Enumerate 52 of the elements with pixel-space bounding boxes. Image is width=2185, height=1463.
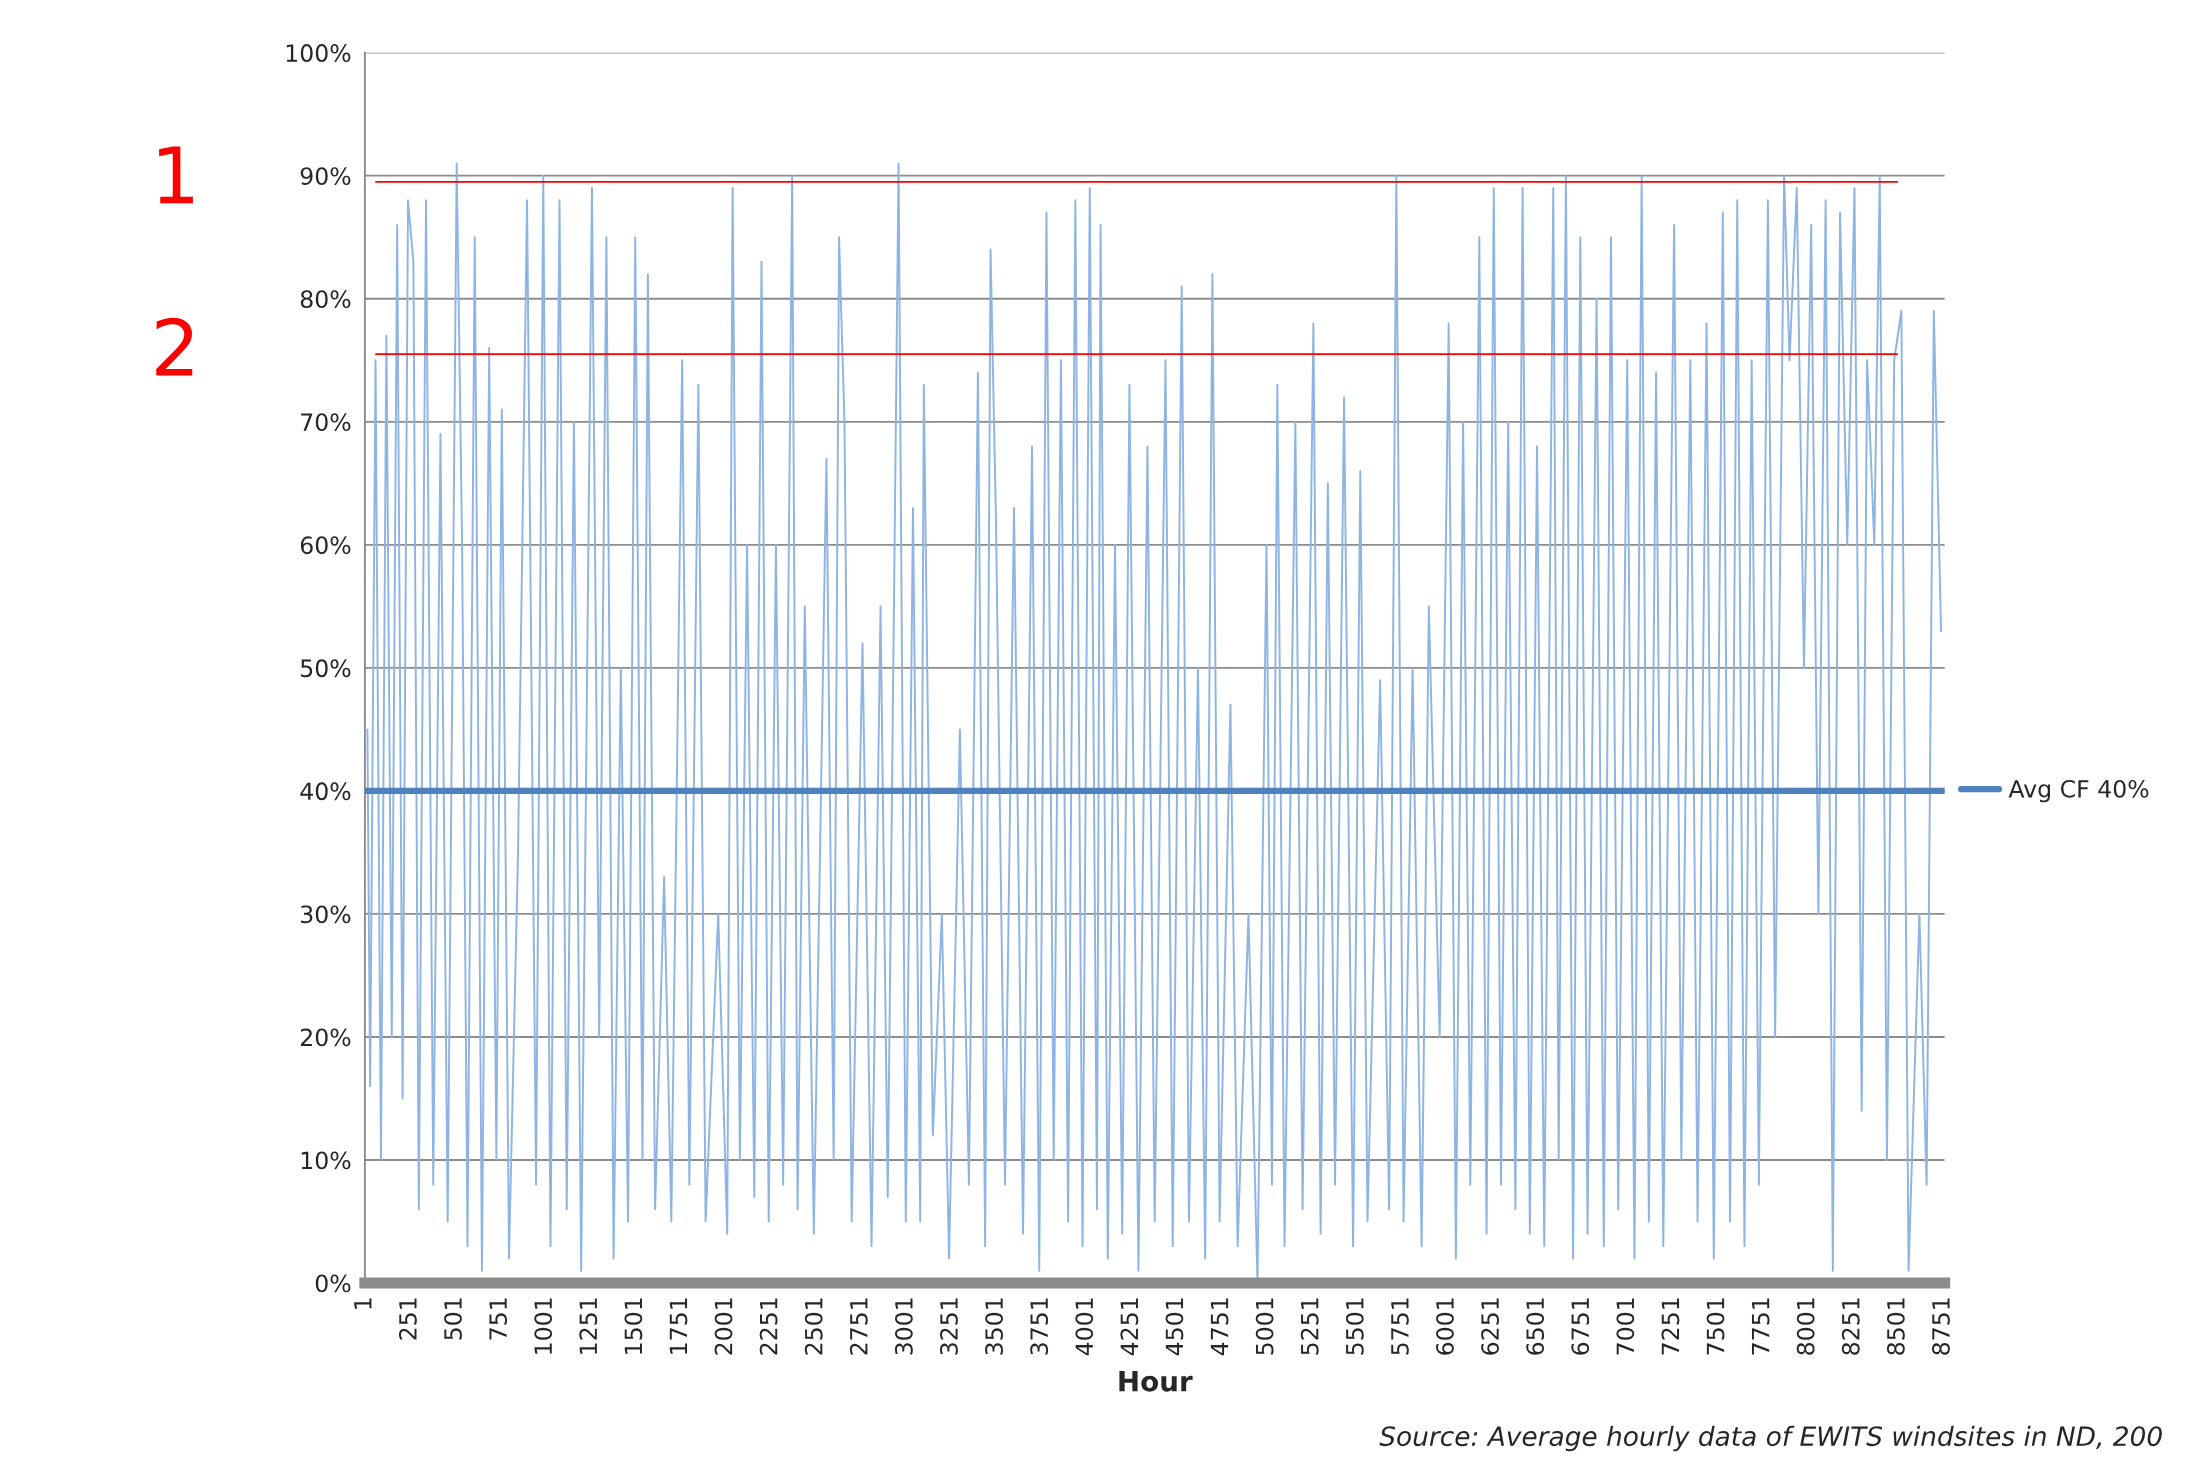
text: 1 xyxy=(159,146,193,204)
x-tick-label: 1501 xyxy=(624,1298,643,1354)
x-tick-label: 3251 xyxy=(940,1298,958,1355)
x-tick-label: 2751 xyxy=(849,1298,868,1355)
y-tick-label: 40% xyxy=(300,782,351,801)
x-tick-label: 4751 xyxy=(1210,1298,1229,1356)
y-tick-label: 70% xyxy=(301,413,351,432)
x-tick-label: 8001 xyxy=(1796,1298,1815,1355)
x-tick-label: 6751 xyxy=(1571,1298,1590,1355)
x-tick-label: 5251 xyxy=(1300,1298,1319,1355)
x-tick-label: 7501 xyxy=(1706,1298,1725,1355)
y-tick-label: 10% xyxy=(301,1151,351,1170)
y-tick-label: 0% xyxy=(315,1274,351,1293)
x-tick-label: 5001 xyxy=(1255,1298,1274,1355)
x-tick-label: 7001 xyxy=(1616,1298,1635,1355)
source-note: Source: Average hourly data of EWITS windsites in ND, 200 xyxy=(1379,1425,2162,1452)
x-tick-label: 6501 xyxy=(1526,1298,1545,1355)
y-tick-label: 80% xyxy=(300,290,351,309)
text: 2 xyxy=(156,317,193,376)
x-tick-label: 6001 xyxy=(1436,1298,1454,1355)
y-tick-label: 100% xyxy=(286,44,351,62)
x-tick-label: 8251 xyxy=(1841,1298,1860,1355)
x-tick-label: 4001 xyxy=(1075,1298,1094,1356)
y-tick-label: 20% xyxy=(300,1028,351,1047)
x-axis-title: Hour xyxy=(1119,1371,1193,1392)
y-tick-label: 30% xyxy=(301,905,351,924)
x-tick-label: 751 xyxy=(489,1298,508,1340)
x-tick-label: 4251 xyxy=(1120,1298,1139,1356)
x-tick-label: 2001 xyxy=(714,1298,733,1355)
x-tick-label: 1751 xyxy=(669,1298,688,1354)
x-tick-label: 5751 xyxy=(1391,1298,1409,1355)
x-tick-label: 1 xyxy=(354,1298,372,1309)
x-tick-label: 3751 xyxy=(1030,1298,1049,1355)
y-tick-label: 60% xyxy=(300,536,351,555)
x-tick-label: 3001 xyxy=(894,1298,913,1355)
x-tick-label: 8501 xyxy=(1886,1298,1905,1355)
x-tick-label: 5501 xyxy=(1345,1298,1364,1355)
y-tick-label: 50% xyxy=(301,659,351,678)
y-tick-label: 90% xyxy=(300,167,351,186)
x-tick-label: 251 xyxy=(398,1298,417,1340)
legend-label: Avg CF 40% xyxy=(2008,779,2149,803)
x-tick-label: 501 xyxy=(444,1298,462,1340)
x-tick-label: 7251 xyxy=(1661,1298,1680,1355)
x-tick-label: 6251 xyxy=(1481,1298,1499,1355)
x-tick-label: 8751 xyxy=(1932,1298,1950,1355)
x-tick-label: 4501 xyxy=(1165,1298,1184,1356)
x-tick-label: 2501 xyxy=(804,1298,823,1355)
x-tick-label: 3501 xyxy=(985,1298,1003,1355)
x-tick-label: 2251 xyxy=(759,1298,778,1355)
x-tick-label: 1001 xyxy=(534,1298,553,1354)
x-tick-label: 7751 xyxy=(1751,1298,1770,1355)
x-tick-label: 1251 xyxy=(579,1298,598,1354)
